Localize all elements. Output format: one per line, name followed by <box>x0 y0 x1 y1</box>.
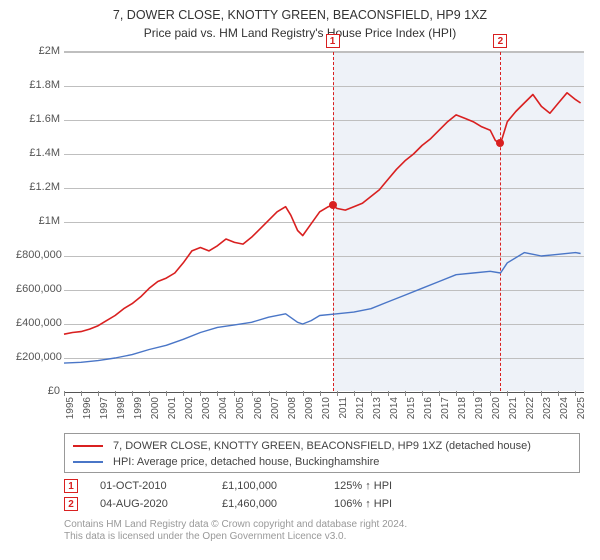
x-tick-label: 2024 <box>559 397 570 419</box>
event-table: 1 01-OCT-2010 £1,100,000 125% ↑ HPI 2 04… <box>64 477 580 513</box>
y-tick-label: £200,000 <box>16 351 60 363</box>
event-date: 01-OCT-2010 <box>100 480 200 492</box>
event-flag-marker: 2 <box>493 34 507 48</box>
attribution-line2: This data is licensed under the Open Gov… <box>64 531 580 544</box>
y-tick-label: £0 <box>16 385 60 397</box>
x-tick-label: 2019 <box>474 397 485 419</box>
chart-lines <box>64 52 584 392</box>
y-tick-label: £1M <box>16 215 60 227</box>
x-tick-label: 2004 <box>218 397 229 419</box>
event-date: 04-AUG-2020 <box>100 498 200 510</box>
x-tick-label: 2020 <box>491 397 502 419</box>
x-tick-label: 1995 <box>65 397 76 419</box>
attribution-line1: Contains HM Land Registry data © Crown c… <box>64 519 580 532</box>
x-tick-label: 2000 <box>150 397 161 419</box>
series-line-hpi <box>64 252 581 363</box>
x-tick-label: 2008 <box>287 397 298 419</box>
x-tick-label: 2016 <box>423 397 434 419</box>
title-line1: 7, DOWER CLOSE, KNOTTY GREEN, BEACONSFIE… <box>10 8 590 24</box>
x-tick-label: 2006 <box>253 397 264 419</box>
event-price: £1,100,000 <box>222 480 312 492</box>
x-tick-label: 2018 <box>457 397 468 419</box>
y-tick-label: £400,000 <box>16 317 60 329</box>
x-tick-label: 2022 <box>525 397 536 419</box>
legend-swatch-property <box>73 445 103 447</box>
x-tick-label: 1996 <box>82 397 93 419</box>
plot-area: 12 <box>64 51 584 391</box>
x-tick-label: 2010 <box>321 397 332 419</box>
x-tick-label: 2023 <box>542 397 553 419</box>
legend: 7, DOWER CLOSE, KNOTTY GREEN, BEACONSFIE… <box>64 433 580 473</box>
event-flag: 2 <box>64 497 78 511</box>
x-tick-label: 2011 <box>338 397 349 419</box>
x-tick-label: 2017 <box>440 397 451 419</box>
legend-swatch-hpi <box>73 461 103 463</box>
x-tick-label: 2009 <box>304 397 315 419</box>
x-tick-label: 1997 <box>99 397 110 419</box>
y-tick-label: £800,000 <box>16 249 60 261</box>
x-tick-label: 2007 <box>270 397 281 419</box>
y-tick-label: £1.4M <box>16 147 60 159</box>
x-tick-label: 1999 <box>133 397 144 419</box>
event-flag-marker: 1 <box>326 34 340 48</box>
y-tick-label: £2M <box>16 45 60 57</box>
x-tick-label: 2001 <box>167 397 178 419</box>
event-pct: 106% ↑ HPI <box>334 498 454 510</box>
attribution: Contains HM Land Registry data © Crown c… <box>64 519 580 544</box>
y-tick-label: £1.8M <box>16 79 60 91</box>
y-tick-label: £1.6M <box>16 113 60 125</box>
x-tick-label: 2015 <box>406 397 417 419</box>
y-tick-label: £1.2M <box>16 181 60 193</box>
x-tick-label: 2013 <box>372 397 383 419</box>
event-price: £1,460,000 <box>222 498 312 510</box>
x-tick-label: 1998 <box>116 397 127 419</box>
x-tick-label: 2002 <box>184 397 195 419</box>
legend-label-property: 7, DOWER CLOSE, KNOTTY GREEN, BEACONSFIE… <box>113 440 531 452</box>
event-pct: 125% ↑ HPI <box>334 480 454 492</box>
baseline <box>64 392 584 393</box>
x-tick-label: 2012 <box>355 397 366 419</box>
series-line-property <box>64 92 581 333</box>
x-tick-label: 2014 <box>389 397 400 419</box>
chart: £0 £200,000 £400,000 £600,000 £800,000 £1M £1.… <box>10 47 590 427</box>
x-tick-label: 2003 <box>201 397 212 419</box>
x-tick-label: 2005 <box>235 397 246 419</box>
event-flag: 1 <box>64 479 78 493</box>
y-tick-label: £600,000 <box>16 283 60 295</box>
x-tick-label: 2025 <box>576 397 587 419</box>
x-tick-label: 2021 <box>508 397 519 419</box>
legend-label-hpi: HPI: Average price, detached house, Buck… <box>113 456 379 468</box>
